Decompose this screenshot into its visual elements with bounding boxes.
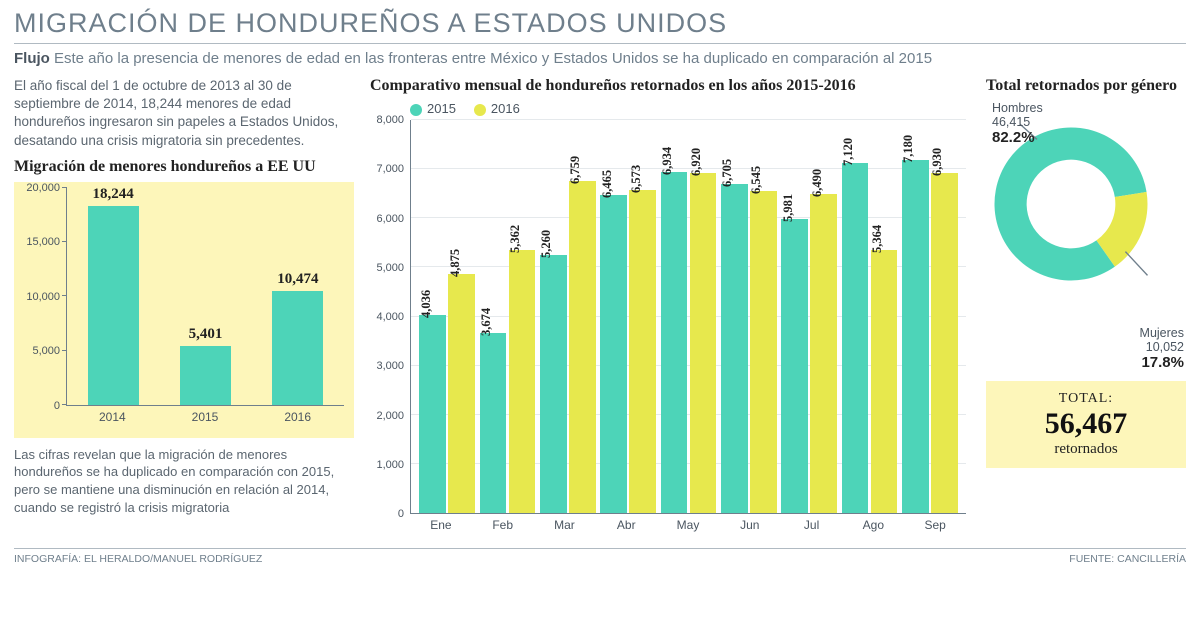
bar-2015-Ago: 7,120 [842, 163, 869, 513]
donut-pct-hombres: 82.2% [992, 129, 1035, 146]
donut-count-hombres: 46,415 [992, 115, 1030, 129]
bar-2016-Ene: 4,875 [448, 274, 475, 513]
minors-bar-chart: 05,00010,00015,00020,000 18,2445,40110,4… [20, 188, 348, 428]
donut-label-hombres: Hombres [992, 101, 1043, 115]
donut-pct-mujeres: 17.8% [1141, 354, 1184, 371]
bar-2015-Jul: 5,981 [781, 219, 808, 513]
month-group-Mar: 5,2606,759 [538, 120, 598, 513]
month-group-Sep: 7,1806,930 [900, 120, 960, 513]
bar-2016-Ago: 5,364 [871, 250, 898, 514]
bar-2016-Sep: 6,930 [931, 173, 958, 513]
legend-item-2016: 2016 [474, 101, 520, 116]
subtitle-lead: Flujo [14, 50, 50, 67]
bar-2016: 10,474 [272, 291, 323, 405]
mid-legend: 2015 2016 [410, 101, 970, 116]
left-chart-title: Migración de menores hondureños a EE UU [14, 158, 354, 176]
total-value: 56,467 [990, 407, 1182, 441]
total-box: TOTAL: 56,467 retornados [986, 381, 1186, 468]
bar-2015-Abr: 6,465 [600, 195, 627, 513]
month-group-Feb: 3,6745,362 [477, 120, 537, 513]
bar-2015-Sep: 7,180 [902, 160, 929, 513]
bar-2015-Mar: 5,260 [540, 255, 567, 513]
mid-chart-title: Comparativo mensual de hondureños retorn… [370, 77, 970, 95]
total-label: TOTAL: [990, 391, 1182, 407]
left-foot-paragraph: Las cifras revelan que la migración de m… [14, 446, 354, 516]
month-group-Ago: 7,1205,364 [839, 120, 899, 513]
left-chart-box: 05,00010,00015,00020,000 18,2445,40110,4… [14, 182, 354, 438]
bar-2016-Abr: 6,573 [629, 190, 656, 513]
bar-2016-Mar: 6,759 [569, 181, 596, 513]
bar-2016-Jun: 6,545 [750, 191, 777, 513]
page-title: MIGRACIÓN DE HONDUREÑOS A ESTADOS UNIDOS [14, 8, 1186, 44]
total-unit: retornados [990, 441, 1182, 458]
month-group-Abr: 6,4656,573 [598, 120, 658, 513]
bar-2015-Feb: 3,674 [480, 333, 507, 513]
legend-item-2015: 2015 [410, 101, 456, 116]
month-group-Jul: 5,9816,490 [779, 120, 839, 513]
bar-2015-May: 6,934 [661, 172, 688, 513]
bar-2016-Feb: 5,362 [509, 250, 536, 513]
bar-2015: 5,401 [180, 346, 231, 405]
bar-2014: 18,244 [88, 206, 139, 405]
month-group-May: 6,9346,920 [658, 120, 718, 513]
monthly-grouped-bar-chart: 01,0002,0003,0004,0005,0006,0007,0008,00… [370, 120, 970, 540]
donut-count-mujeres: 10,052 [1146, 340, 1184, 354]
bar-2015-Ene: 4,036 [419, 315, 446, 513]
bar-2015-Jun: 6,705 [721, 184, 748, 513]
footer-credit: INFOGRAFÍA: EL HERALDO/MANUEL RODRÍGUEZ [14, 553, 262, 565]
month-group-Ene: 4,0364,875 [417, 120, 477, 513]
month-group-Jun: 6,7056,545 [719, 120, 779, 513]
footer-source: FUENTE: CANCILLERÍA [1069, 553, 1186, 565]
donut-label-mujeres: Mujeres [1140, 326, 1184, 340]
bar-2016-Jul: 6,490 [810, 194, 837, 513]
intro-paragraph: El año fiscal del 1 de octubre de 2013 a… [14, 77, 354, 150]
gender-donut-chart: Hombres 46,415 82.2% Mujeres 10,052 17.8… [986, 101, 1186, 381]
page-subtitle: Flujo Este año la presencia de menores d… [14, 50, 1186, 67]
subtitle-text: Este año la presencia de menores de edad… [50, 50, 932, 67]
right-chart-title: Total retornados por género [986, 77, 1186, 95]
bar-2016-May: 6,920 [690, 173, 717, 513]
